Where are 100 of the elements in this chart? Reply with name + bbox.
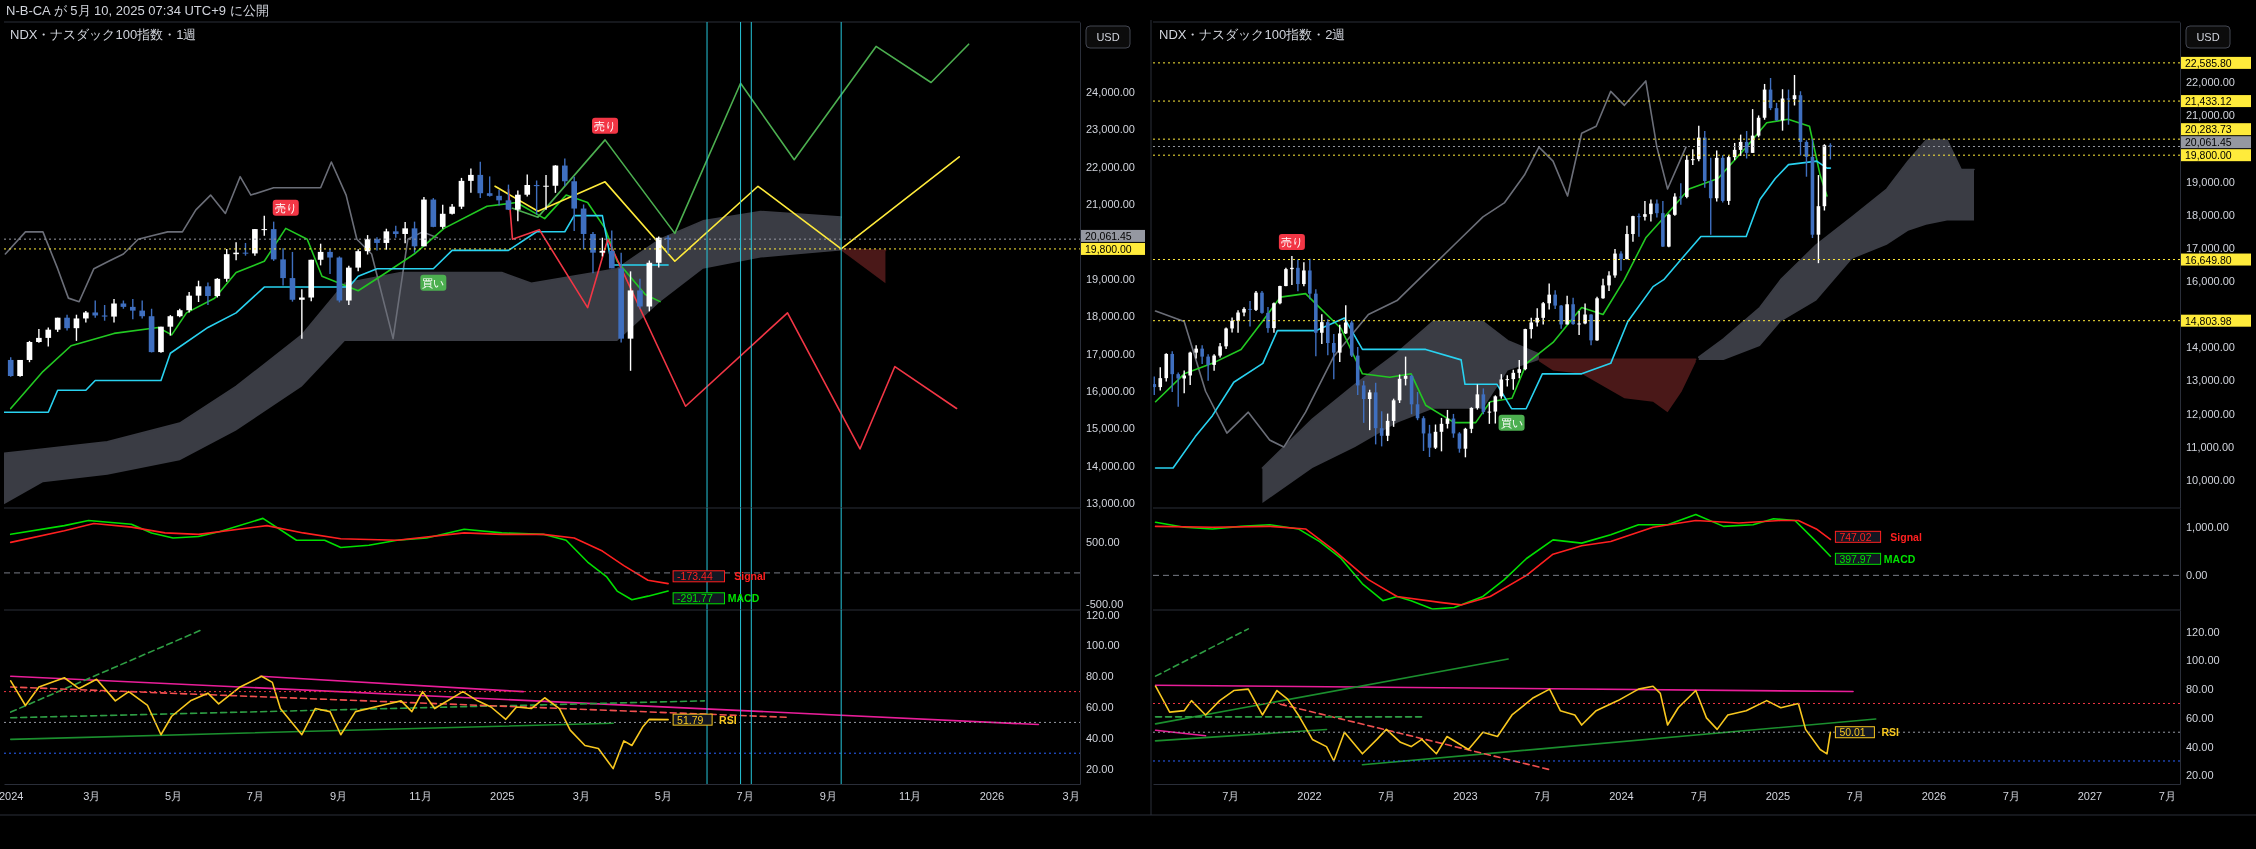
x-tick-label: 7月: [2002, 789, 2020, 802]
line-series: [1154, 160, 1832, 469]
y-tick-label: -500.00: [1086, 597, 1124, 610]
candlestick: [167, 314, 174, 337]
candlestick: [1547, 282, 1551, 311]
candlestick: [280, 247, 286, 287]
x-tick-label: 5月: [164, 789, 183, 802]
x-tick-label: 7月: [1690, 789, 1708, 802]
candlestick: [195, 280, 202, 303]
candlestick: [561, 157, 568, 187]
data-label: 747.02: [1839, 530, 1872, 543]
x-tick-label: 7月: [1534, 789, 1552, 802]
candlestick: [1643, 200, 1647, 222]
y-tick-label: 22,000.00: [2186, 76, 2235, 89]
y-tick-label: 80.00: [1086, 670, 1114, 683]
candlestick: [1607, 270, 1611, 292]
x-tick-label: 7月: [1378, 789, 1396, 802]
annotation: 売り: [1280, 235, 1303, 248]
candlestick: [1188, 350, 1192, 386]
candlestick: [402, 221, 408, 245]
candlestick: [1326, 318, 1330, 356]
candlestick: [289, 251, 296, 303]
candlestick: [1248, 300, 1252, 328]
candlestick: [515, 189, 521, 222]
chart-title: NDX・ナスダック100指数・2週: [1159, 27, 1346, 42]
candlestick: [73, 314, 80, 342]
candlestick: [36, 328, 42, 344]
ref-line-label: 20,061.45: [2185, 136, 2232, 149]
candlestick: [1200, 344, 1204, 365]
x-tick-label: 7月: [736, 789, 754, 802]
y-tick-label: 40.00: [2186, 740, 2214, 753]
candlestick: [139, 299, 146, 320]
candlestick: [486, 175, 493, 198]
data-label: 51.79: [677, 713, 704, 726]
ref-line-label: 22,585.80: [2185, 56, 2232, 69]
x-tick-label: 2024: [1609, 789, 1634, 802]
y-tick-label: 40.00: [1086, 731, 1114, 744]
ref-line-label: 19,800.00: [2185, 149, 2232, 162]
candlestick: [496, 189, 502, 207]
candlestick: [1254, 290, 1258, 312]
y-tick-label: 17,000.00: [1086, 347, 1135, 360]
candlestick: [590, 231, 596, 274]
candlestick: [1637, 212, 1641, 238]
candlestick: [1649, 198, 1653, 223]
candlestick: [439, 204, 446, 230]
candlestick: [1553, 289, 1557, 310]
candlestick: [1571, 296, 1575, 326]
candlestick: [524, 173, 531, 198]
x-tick-label: 9月: [819, 789, 837, 802]
candlestick: [468, 167, 474, 194]
y-tick-label: 23,000.00: [1086, 123, 1135, 136]
x-tick-label: 2027: [2077, 789, 2103, 802]
x-tick-label: 5月: [654, 789, 672, 802]
y-tick-label: 19,000.00: [1086, 272, 1135, 285]
x-tick-label: 2026: [1921, 789, 1947, 802]
y-tick-label: 21,000.00: [1086, 198, 1135, 211]
candlestick: [45, 326, 52, 348]
ref-line-label: 16,649.80: [2185, 253, 2232, 266]
candlestick: [1236, 309, 1240, 334]
y-tick-label: 19,000.00: [2186, 175, 2235, 188]
data-label: 397.97: [1839, 552, 1872, 565]
candlestick: [1176, 371, 1181, 408]
x-tick-label: 2026: [979, 789, 1005, 802]
candlestick: [1577, 310, 1581, 336]
candlestick: [1601, 278, 1605, 300]
candlestick: [505, 183, 512, 211]
candlestick: [1320, 313, 1324, 345]
candlestick: [111, 298, 117, 324]
candlestick: [1182, 369, 1186, 395]
x-tick-label: 7月: [246, 789, 264, 802]
x-tick-label: 2025: [490, 789, 515, 802]
y-tick-label: 16,000.00: [1086, 385, 1135, 398]
ref-line-label: 19,800.00: [1085, 242, 1132, 255]
candlestick: [355, 248, 362, 273]
candlestick: [1679, 182, 1683, 206]
candlestick: [477, 161, 484, 199]
candlestick: [1194, 344, 1198, 360]
ref-line-label: 14,803.98: [2185, 314, 2232, 327]
x-tick-label: 11月: [898, 789, 922, 802]
candlestick: [1631, 215, 1635, 243]
x-tick-label: 3月: [1062, 789, 1080, 802]
y-tick-label: 60.00: [2186, 711, 2214, 724]
candlestick: [1170, 350, 1175, 393]
candlestick: [1565, 294, 1569, 326]
candlestick: [1343, 304, 1348, 335]
text: USD: [1096, 31, 1120, 43]
y-tick-label: 60.00: [1086, 701, 1114, 714]
x-tick-label: 7月: [2158, 789, 2176, 802]
annotation: 売り: [594, 119, 617, 132]
candlestick: [1206, 353, 1210, 382]
candlestick: [543, 174, 549, 211]
candlestick: [1296, 258, 1300, 293]
y-tick-label: 13,000.00: [1086, 497, 1135, 510]
y-tick-label: 18,000.00: [1086, 310, 1135, 323]
candlestick: [374, 236, 380, 252]
y-tick-label: 20.00: [2186, 769, 2214, 782]
x-tick-label: 2022: [1297, 789, 1322, 802]
candlestick: [1158, 366, 1163, 392]
y-tick-label: 11,000.00: [2186, 440, 2235, 453]
y-tick-label: 13,000.00: [2186, 374, 2235, 387]
